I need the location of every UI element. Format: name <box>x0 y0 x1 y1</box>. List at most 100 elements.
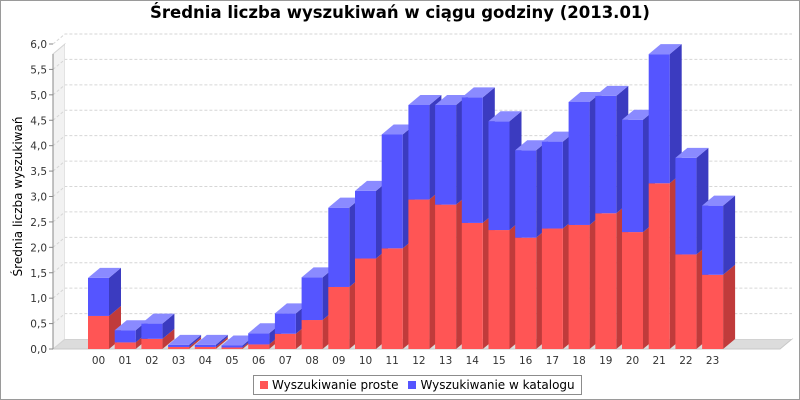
bar-series-1 <box>248 344 270 349</box>
legend-item-series-2: Wyszukiwanie w katalogu <box>408 378 575 392</box>
y-tick-label: 6,0 <box>30 39 47 51</box>
legend: Wyszukiwanie proste Wyszukiwanie w katal… <box>253 375 582 395</box>
gridline <box>52 109 792 121</box>
bar-series-2 <box>88 277 109 316</box>
bar-series-2 <box>648 54 670 184</box>
x-tick-label: 02 <box>145 355 158 367</box>
bar-top-face <box>248 323 282 334</box>
bar-series-1 <box>355 258 376 349</box>
bar-series-2 <box>114 330 136 343</box>
bar-top-face <box>435 95 469 105</box>
bar-series-1 <box>114 342 136 349</box>
x-tick-label: 13 <box>439 355 452 367</box>
bar-top-face <box>515 140 549 151</box>
bar-series-2 <box>622 119 643 233</box>
bar-top-face <box>301 267 335 278</box>
bar-series-2-side <box>109 267 121 316</box>
x-tick-label: 10 <box>359 355 372 367</box>
bar-series-1 <box>435 204 457 349</box>
legend-swatch-series-1 <box>260 381 268 389</box>
bar-series-2 <box>595 95 617 214</box>
bar-top-face <box>595 85 629 96</box>
bar-series-1 <box>568 224 590 349</box>
bar-series-1 <box>168 346 190 349</box>
bar-series-1 <box>381 248 403 349</box>
bar-top-face <box>194 334 228 345</box>
y-tick-label: 3,0 <box>30 192 47 204</box>
bar-top-face <box>675 147 709 158</box>
bar-series-2 <box>301 277 323 321</box>
y-tick-label: 4,0 <box>30 141 47 153</box>
gridline <box>52 33 792 45</box>
x-tick-label: 05 <box>225 355 238 367</box>
x-tick-label: 19 <box>599 355 612 367</box>
bar-series-1 <box>461 222 483 349</box>
x-tick-label: 16 <box>519 355 533 367</box>
legend-label-series-2: Wyszukiwanie w katalogu <box>420 378 575 392</box>
x-tick-label: 18 <box>572 355 585 367</box>
bar-top-face <box>141 313 175 324</box>
bar-series-1 <box>515 237 537 349</box>
bar-series-2 <box>541 141 563 229</box>
y-tick-label: 0,5 <box>30 319 47 331</box>
bar-series-1 <box>595 213 617 349</box>
bar-series-2 <box>408 105 430 200</box>
bar-top-face <box>355 180 388 191</box>
bar-top-face <box>88 267 121 278</box>
bar-series-1-side <box>215 336 228 349</box>
bar-series-2-side <box>189 334 202 347</box>
gridline <box>52 58 792 70</box>
bar-series-2 <box>702 205 724 275</box>
bar-series-2 <box>381 134 403 249</box>
bar-series-1 <box>488 230 510 349</box>
bar-series-2 <box>221 345 243 348</box>
bar-series-2 <box>328 207 350 287</box>
bar-top-face <box>381 124 415 135</box>
bar-top-face <box>114 320 148 331</box>
bar-top-face <box>328 197 362 208</box>
bar-series-1 <box>648 183 670 349</box>
x-tick-label: 07 <box>279 355 292 367</box>
x-tick-label: 14 <box>466 355 480 367</box>
y-axis-title: Średnia liczba wyszukiwań <box>10 117 25 277</box>
x-tick-label: 15 <box>492 355 505 367</box>
bar-series-1 <box>194 346 216 349</box>
y-tick-label: 1,0 <box>30 293 47 305</box>
x-tick-label: 04 <box>199 355 213 367</box>
x-tick-label: 09 <box>332 355 345 367</box>
bar-series-1 <box>408 199 430 349</box>
bar-top-face <box>274 303 308 314</box>
x-tick-label: 01 <box>119 355 132 367</box>
legend-label-series-1: Wyszukiwanie proste <box>272 378 399 392</box>
bar-series-1 <box>141 338 163 349</box>
y-tick-label: 5,0 <box>30 90 47 102</box>
bar-top-face <box>168 334 202 345</box>
bar-series-2-side <box>669 44 682 184</box>
bar-series-2-side <box>723 195 736 275</box>
y-tick-label: 3,5 <box>30 166 47 178</box>
bar-series-2-side <box>215 334 228 347</box>
bar-series-1-side <box>723 264 736 349</box>
bar-series-1-side <box>189 336 202 349</box>
bar-series-2 <box>461 97 483 223</box>
y-tick-label: 2,0 <box>30 242 47 254</box>
bar-series-2 <box>274 313 296 334</box>
bar-top-face <box>702 195 736 206</box>
y-tick-label: 2,5 <box>30 217 47 229</box>
y-tick-label: 1,5 <box>30 268 47 280</box>
x-tick-label: 03 <box>172 355 185 367</box>
gridline <box>52 84 792 96</box>
bar-series-1 <box>675 254 697 349</box>
bar-series-2 <box>355 190 376 259</box>
y-tick-label: 4,5 <box>30 115 47 127</box>
bar-top-face <box>622 109 655 120</box>
bar-top-face <box>488 111 522 122</box>
bar-series-2 <box>248 333 270 345</box>
legend-item-series-1: Wyszukiwanie proste <box>260 378 398 392</box>
x-tick-label: 11 <box>386 355 399 367</box>
bar-top-face <box>648 44 682 55</box>
x-tick-label: 22 <box>679 355 692 367</box>
bar-series-1 <box>541 228 563 349</box>
x-tick-label: 23 <box>706 355 719 367</box>
